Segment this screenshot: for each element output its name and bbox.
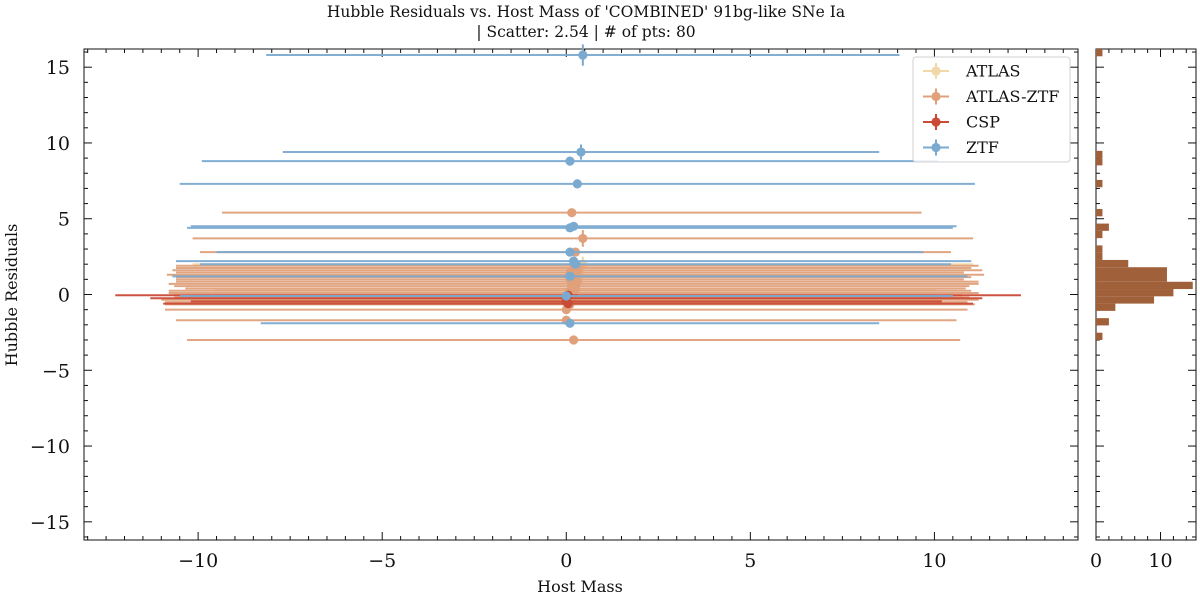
data-point [565, 247, 575, 257]
hist-x-tick-label: 0 [1090, 550, 1102, 572]
histogram-bar [1096, 289, 1174, 297]
legend-item-csp: CSP [923, 113, 1000, 132]
histogram-bar [1096, 150, 1103, 159]
data-point [576, 147, 586, 157]
histogram-bar [1096, 49, 1103, 57]
legend-item-ztf: ZTF [923, 138, 999, 157]
histogram-plot-area: 0 10 [1090, 48, 1197, 572]
histogram-bar [1096, 296, 1155, 304]
data-point [563, 298, 573, 309]
legend-box [912, 56, 1071, 163]
chart-legend: ATLAS ATLAS-ZTF CSP ZTF [912, 56, 1071, 163]
histogram-bar [1096, 332, 1103, 340]
y-tick-label: −15 [30, 512, 70, 534]
data-point [561, 291, 571, 301]
data-point [567, 208, 577, 218]
histogram-bar [1096, 230, 1103, 239]
data-point [565, 223, 575, 233]
x-tick-label: 5 [744, 550, 756, 572]
histogram-bar [1096, 274, 1167, 282]
data-point [565, 318, 575, 328]
legend-label: ATLAS [965, 62, 1021, 81]
legend-marker [931, 91, 941, 102]
histogram-bar [1096, 281, 1193, 290]
y-tick-label: 10 [46, 133, 70, 155]
y-tick-label: −5 [42, 360, 70, 382]
data-point [572, 179, 582, 189]
histogram-bar [1096, 303, 1116, 311]
histogram-bar [1096, 223, 1109, 231]
legend-label: ZTF [966, 138, 999, 157]
data-point [565, 271, 575, 281]
x-tick-label: −5 [368, 550, 396, 572]
legend-marker [931, 66, 941, 76]
legend-marker [931, 142, 941, 153]
histogram-bar [1096, 318, 1109, 326]
hist-x-tick-label: 10 [1148, 550, 1172, 572]
histogram-bar [1096, 179, 1103, 188]
x-tick-label: −10 [178, 550, 218, 572]
legend-label: CSP [966, 113, 1000, 132]
legend-label: ATLAS-ZTF [965, 87, 1059, 106]
chart-title: Hubble Residuals vs. Host Mass of 'COMBI… [327, 3, 845, 21]
legend-item-atlas-ztf: ATLAS-ZTF [923, 87, 1059, 106]
main-plot-area: −10 −5 0 5 10 −15 −10 −5 0 5 10 15 [30, 44, 1079, 572]
y-axis-label: Hubble Residuals [2, 224, 21, 367]
histogram-bar [1096, 158, 1103, 166]
x-tick-label: 0 [560, 550, 572, 572]
data-point [578, 233, 588, 244]
y-tick-label: −10 [30, 436, 70, 458]
histogram-bar [1096, 245, 1103, 253]
histogram-bar [1096, 209, 1103, 217]
legend-marker [931, 117, 941, 127]
y-tick-label: 15 [46, 57, 70, 79]
x-axis-label: Host Mass [537, 577, 623, 596]
histogram-bar [1096, 267, 1167, 275]
series-ztf [172, 44, 975, 328]
x-tick-label: 10 [922, 550, 946, 572]
histogram-bar [1096, 252, 1103, 260]
data-point [569, 335, 579, 345]
histogram-bar [1096, 259, 1129, 268]
y-tick-label: 0 [58, 285, 70, 307]
y-tick-label: 5 [58, 209, 70, 231]
data-point [578, 50, 588, 60]
data-point [570, 259, 581, 269]
chart-subtitle: | Scatter: 2.54 | # of pts: 80 [476, 23, 695, 41]
legend-item-atlas: ATLAS [923, 62, 1021, 81]
data-point [565, 156, 575, 166]
